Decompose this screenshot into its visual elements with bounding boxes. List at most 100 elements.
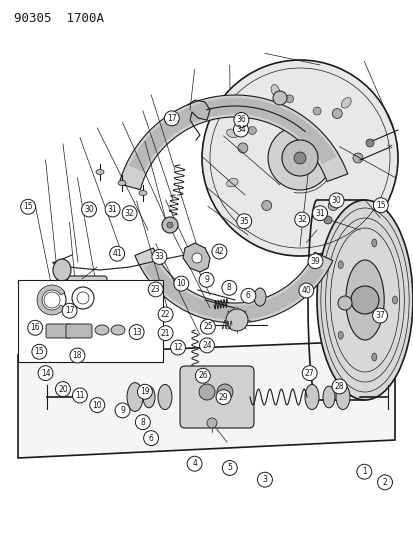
Circle shape	[350, 286, 378, 314]
Circle shape	[272, 91, 286, 105]
Text: 33: 33	[154, 253, 164, 261]
Circle shape	[192, 253, 202, 263]
Circle shape	[135, 415, 150, 430]
Circle shape	[328, 193, 343, 208]
Text: 22: 22	[161, 310, 170, 319]
Circle shape	[312, 107, 320, 115]
Ellipse shape	[345, 260, 383, 340]
Circle shape	[32, 344, 47, 359]
Ellipse shape	[95, 325, 109, 335]
Circle shape	[90, 398, 104, 413]
Text: 25: 25	[202, 322, 212, 331]
Text: 40: 40	[301, 286, 311, 295]
Text: 17: 17	[64, 306, 74, 315]
Text: 37: 37	[374, 311, 384, 320]
Text: 30: 30	[331, 196, 341, 205]
Text: 28: 28	[334, 382, 343, 391]
Ellipse shape	[109, 283, 115, 311]
Ellipse shape	[304, 384, 318, 409]
Circle shape	[202, 60, 397, 256]
Text: 20: 20	[58, 385, 68, 393]
Text: 26: 26	[197, 372, 207, 380]
Text: 24: 24	[202, 341, 211, 350]
Text: 41: 41	[112, 249, 122, 258]
Text: 2: 2	[382, 478, 387, 487]
Text: 90305  1700A: 90305 1700A	[14, 12, 104, 25]
Text: 15: 15	[375, 201, 385, 209]
Ellipse shape	[118, 181, 126, 185]
Polygon shape	[135, 248, 332, 323]
Polygon shape	[18, 340, 394, 458]
Text: 34: 34	[235, 125, 245, 134]
Ellipse shape	[271, 85, 279, 96]
Circle shape	[195, 368, 210, 383]
Circle shape	[72, 388, 87, 403]
Circle shape	[248, 126, 256, 134]
Circle shape	[173, 276, 188, 291]
Circle shape	[81, 202, 96, 217]
Circle shape	[55, 382, 70, 397]
Polygon shape	[183, 243, 209, 272]
Circle shape	[372, 308, 387, 323]
Circle shape	[28, 320, 43, 335]
Circle shape	[281, 140, 317, 176]
Circle shape	[323, 216, 331, 224]
Polygon shape	[37, 285, 65, 315]
FancyBboxPatch shape	[57, 276, 107, 318]
Text: 5: 5	[227, 464, 232, 472]
Circle shape	[240, 288, 255, 303]
Text: 8: 8	[226, 284, 231, 292]
Ellipse shape	[111, 325, 125, 335]
Text: 42: 42	[214, 247, 224, 256]
Circle shape	[170, 340, 185, 355]
Circle shape	[105, 202, 120, 217]
Circle shape	[122, 206, 137, 221]
Text: 3: 3	[262, 475, 267, 484]
Circle shape	[62, 303, 77, 318]
Circle shape	[161, 217, 178, 233]
Circle shape	[84, 291, 96, 303]
Circle shape	[257, 472, 272, 487]
Circle shape	[137, 384, 152, 399]
Circle shape	[129, 325, 144, 340]
Circle shape	[285, 95, 293, 103]
Text: 9: 9	[204, 276, 209, 284]
Text: 15: 15	[34, 348, 44, 356]
Text: 9: 9	[120, 406, 125, 415]
Circle shape	[294, 212, 309, 227]
Circle shape	[237, 143, 247, 153]
Circle shape	[164, 111, 179, 126]
Circle shape	[21, 199, 36, 214]
Text: 12: 12	[173, 343, 182, 352]
Text: 32: 32	[124, 209, 134, 217]
Circle shape	[373, 198, 387, 213]
Circle shape	[352, 153, 362, 163]
Ellipse shape	[158, 384, 171, 409]
Text: 31: 31	[314, 209, 324, 217]
Ellipse shape	[101, 283, 107, 311]
Circle shape	[206, 418, 216, 428]
Polygon shape	[60, 298, 98, 326]
Text: 23: 23	[150, 285, 160, 294]
Circle shape	[38, 366, 53, 381]
Circle shape	[225, 309, 247, 331]
Text: 1: 1	[361, 467, 366, 476]
Text: 4: 4	[192, 459, 197, 468]
Circle shape	[187, 456, 202, 471]
FancyBboxPatch shape	[180, 366, 254, 428]
Ellipse shape	[337, 332, 342, 340]
Circle shape	[365, 139, 373, 147]
Text: 6: 6	[148, 434, 153, 442]
Circle shape	[143, 431, 158, 446]
Circle shape	[293, 152, 305, 164]
Circle shape	[328, 200, 337, 211]
Text: 17: 17	[166, 114, 176, 123]
Text: 15: 15	[23, 203, 33, 211]
Circle shape	[68, 291, 80, 303]
Circle shape	[331, 379, 346, 394]
Text: 27: 27	[304, 369, 314, 377]
Circle shape	[115, 403, 130, 418]
Circle shape	[211, 244, 226, 259]
Text: 32: 32	[297, 215, 306, 224]
Circle shape	[267, 126, 331, 190]
